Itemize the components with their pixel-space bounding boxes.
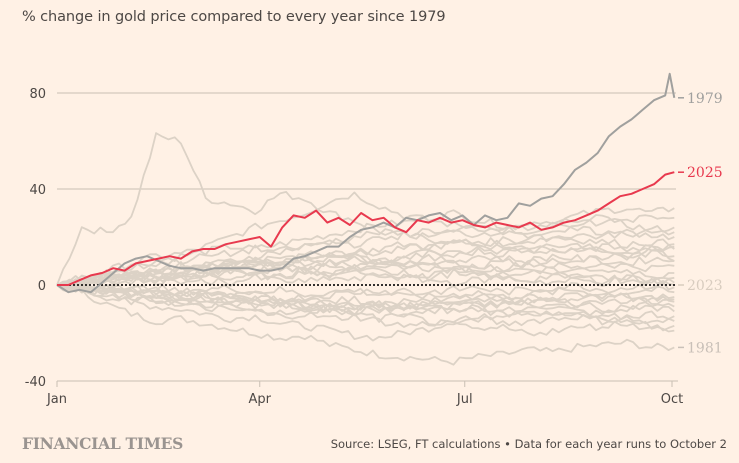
series-line-other-years-j <box>56 281 675 301</box>
x-tick-label: Jul <box>456 392 473 407</box>
x-tick-label: Jan <box>46 392 67 407</box>
series-line-other-years-o <box>56 251 675 287</box>
y-tick-label: 0 <box>38 279 46 294</box>
series-line-2025 <box>57 171 675 286</box>
series-line-other-years-c <box>56 191 675 287</box>
x-tick-label: Apr <box>248 392 271 407</box>
end-label-2025: 2025 <box>687 165 723 181</box>
end-labels: 2025 1979 2023 1981 <box>678 91 723 356</box>
highlight-lines <box>56 72 676 294</box>
y-tick-label: 80 <box>29 87 46 102</box>
series-line-other-years-r <box>56 273 675 289</box>
series-line-other-years-b <box>56 206 675 286</box>
x-tick-label: Oct <box>661 392 683 407</box>
chart-title: % change in gold price compared to every… <box>22 9 446 25</box>
y-axis-ticks: 80 40 0 -40 <box>25 87 46 390</box>
y-tick-label: -40 <box>25 375 46 390</box>
series-line-other-years-u <box>56 249 675 288</box>
ft-brand-logo: FINANCIAL TIMES <box>22 434 183 453</box>
series-line-other-years-y <box>56 263 675 289</box>
end-label-1981: 1981 <box>687 340 723 356</box>
series-line-1979 <box>56 72 676 294</box>
x-axis: Jan Apr Jul Oct <box>46 380 683 407</box>
series-line-other-years-l <box>56 284 675 328</box>
end-label-2023: 2023 <box>687 278 723 294</box>
end-label-1979: 1979 <box>687 91 723 107</box>
source-note: Source: LSEG, FT calculations • Data for… <box>330 437 727 451</box>
series-line-other-years-s <box>56 223 675 286</box>
series-line-other-years-v <box>56 284 675 311</box>
series-line-1981 <box>56 284 675 366</box>
y-tick-label: 40 <box>29 183 46 198</box>
gridlines <box>57 92 676 190</box>
series-line-other-years-x <box>56 281 675 337</box>
background-year-lines <box>56 132 675 366</box>
series-line-other-years-a <box>56 282 675 342</box>
